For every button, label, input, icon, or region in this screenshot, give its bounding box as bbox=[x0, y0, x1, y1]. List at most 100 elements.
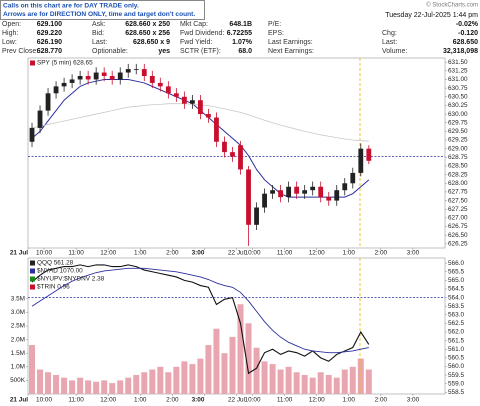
volume-tick-label: 1.5M bbox=[11, 350, 25, 357]
quote-value: 628.660 x 250 bbox=[125, 21, 170, 28]
candle-body bbox=[53, 86, 59, 94]
quote-value: 32,318,098 bbox=[443, 48, 478, 55]
y-tick-label: 561.0 bbox=[448, 346, 464, 353]
candle-body bbox=[69, 79, 75, 83]
volume-bar bbox=[317, 372, 324, 394]
x-tick-label: 10:00 bbox=[245, 397, 261, 404]
legend-swatch bbox=[30, 284, 35, 290]
candle-body bbox=[125, 69, 131, 73]
volume-bar bbox=[293, 372, 300, 394]
quote-value: 628.650 bbox=[453, 39, 478, 46]
volume-bar bbox=[37, 369, 44, 394]
volume-bar bbox=[325, 374, 332, 394]
x-tick-label: 2:00 bbox=[166, 250, 179, 257]
y-tick-label: 629.25 bbox=[448, 137, 468, 144]
quote-label: High: bbox=[2, 30, 18, 37]
volume-bar bbox=[269, 364, 276, 394]
quote-value: 1.07% bbox=[232, 39, 253, 46]
candle-body bbox=[149, 75, 155, 83]
x-tick-label: 12:00 bbox=[100, 397, 116, 404]
candle-body bbox=[29, 127, 35, 142]
candle-body bbox=[302, 190, 308, 194]
y-tick-label: 560.5 bbox=[448, 355, 464, 362]
quote-label: Mkt Cap: bbox=[180, 21, 208, 28]
y-tick-label: 630.25 bbox=[448, 102, 468, 109]
volume-bar bbox=[333, 377, 340, 394]
candle-body bbox=[93, 72, 99, 80]
volume-bar bbox=[173, 366, 180, 394]
y-tick-label: 627.00 bbox=[448, 215, 468, 222]
volume-bar bbox=[53, 374, 60, 394]
y-tick-label: 627.25 bbox=[448, 206, 468, 213]
volume-tick-label: 2.0M bbox=[11, 336, 25, 343]
datetime: Tuesday 22-Jul-2025 1:44 pm bbox=[385, 12, 478, 19]
candle-body bbox=[358, 148, 364, 173]
candle-body bbox=[318, 186, 324, 198]
legend-swatch bbox=[30, 276, 35, 282]
candle-body bbox=[286, 186, 292, 198]
quote-label: Next Earnings: bbox=[268, 48, 314, 55]
legend-label: $NYAD 1070.00 bbox=[37, 268, 83, 275]
x-tick-label: 3:00 bbox=[192, 397, 205, 404]
y-tick-label: 564.5 bbox=[448, 286, 464, 293]
quote-label: Optionable: bbox=[92, 48, 128, 55]
volume-bar bbox=[237, 304, 244, 394]
legend-swatch bbox=[30, 268, 35, 274]
candle-body bbox=[45, 93, 51, 111]
volume-bar bbox=[205, 345, 212, 394]
y-tick-label: 558.5 bbox=[448, 389, 464, 396]
quote-value: 629.220 bbox=[37, 30, 62, 37]
candle-body bbox=[189, 100, 195, 104]
volume-bar bbox=[229, 336, 236, 394]
y-tick-label: 629.75 bbox=[448, 119, 468, 126]
notice-line: Arrows are for DIRECTION ONLY, time and … bbox=[3, 11, 195, 18]
volume-bar bbox=[189, 364, 196, 394]
volume-bar bbox=[253, 347, 260, 394]
quote-value: 68.0 bbox=[238, 48, 252, 55]
y-tick-label: 564.0 bbox=[448, 294, 464, 301]
quote-label: Fwd Dividend: bbox=[180, 30, 224, 37]
candle-body bbox=[117, 72, 123, 80]
candle-body bbox=[238, 145, 243, 170]
y-tick-label: 626.75 bbox=[448, 223, 468, 230]
volume-bar bbox=[149, 369, 156, 394]
volume-bar bbox=[109, 383, 116, 394]
candle-body bbox=[173, 93, 179, 97]
x-tick-label: 2:00 bbox=[375, 250, 388, 257]
volume-bar bbox=[221, 353, 228, 394]
candle-body bbox=[294, 186, 300, 194]
volume-bar bbox=[117, 380, 124, 394]
y-tick-label: 628.00 bbox=[448, 180, 468, 187]
volume-bar bbox=[93, 381, 100, 394]
quote-label: Volume: bbox=[382, 48, 407, 55]
candle-body bbox=[334, 190, 340, 201]
quote-value: 626.190 bbox=[37, 39, 62, 46]
candle-body bbox=[222, 141, 227, 153]
quote-label: Last Earnings: bbox=[268, 39, 313, 46]
y-tick-label: 631.50 bbox=[448, 59, 468, 66]
x-tick-label: 12:00 bbox=[100, 250, 116, 257]
candle-body bbox=[214, 117, 219, 142]
x-tick-label: 2:00 bbox=[166, 397, 179, 404]
legend-swatch bbox=[30, 60, 35, 66]
candle-body bbox=[206, 114, 211, 118]
volume-bar bbox=[85, 380, 92, 394]
y-tick-label: 628.75 bbox=[448, 154, 468, 161]
volume-bar bbox=[365, 369, 372, 394]
volume-bar bbox=[141, 372, 148, 394]
quote-label: Open: bbox=[2, 21, 21, 28]
volume-bar bbox=[341, 369, 348, 394]
quote-value: -0.02% bbox=[456, 21, 479, 28]
y-tick-label: 627.75 bbox=[448, 189, 468, 196]
x-tick-label: 10:00 bbox=[36, 397, 52, 404]
volume-bar bbox=[349, 366, 356, 394]
x-tick-label: 10:00 bbox=[36, 250, 52, 257]
candle-body bbox=[37, 110, 43, 128]
volume-bar bbox=[29, 345, 36, 394]
y-tick-label: 560.0 bbox=[448, 363, 464, 370]
candle-body bbox=[366, 148, 372, 161]
volume-bar bbox=[45, 372, 52, 394]
quote-value: 6.72255 bbox=[227, 30, 252, 37]
y-tick-label: 631.00 bbox=[448, 76, 468, 83]
notice-box bbox=[0, 0, 205, 20]
